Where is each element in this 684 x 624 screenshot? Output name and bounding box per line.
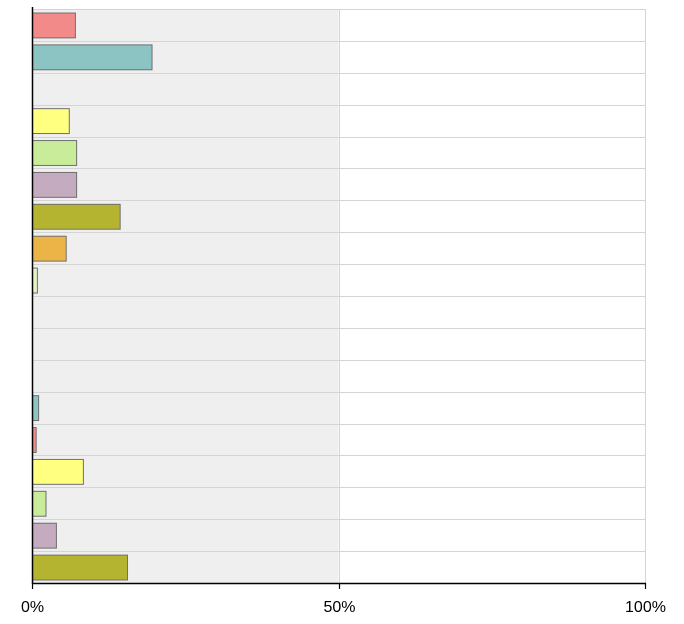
- bar: [32, 458, 84, 485]
- bar: [32, 203, 121, 230]
- bar: [32, 12, 76, 39]
- bar: [32, 522, 57, 549]
- x-tick-label: 100%: [625, 599, 666, 616]
- x-tick-label: 0%: [21, 599, 44, 616]
- bar: [32, 108, 70, 135]
- bar: [32, 140, 78, 166]
- chart-axes: [31, 7, 647, 589]
- chart-bars: [32, 12, 153, 581]
- bar: [32, 490, 47, 517]
- bar: [32, 171, 78, 198]
- bar: [32, 44, 153, 71]
- x-tick-label: 50%: [323, 599, 355, 616]
- bar: [32, 395, 40, 422]
- chart-tick-labels: 0% 50% 100%: [21, 599, 666, 616]
- bar: [32, 235, 67, 262]
- chart-grid: [32, 9, 646, 584]
- bar: [32, 554, 129, 581]
